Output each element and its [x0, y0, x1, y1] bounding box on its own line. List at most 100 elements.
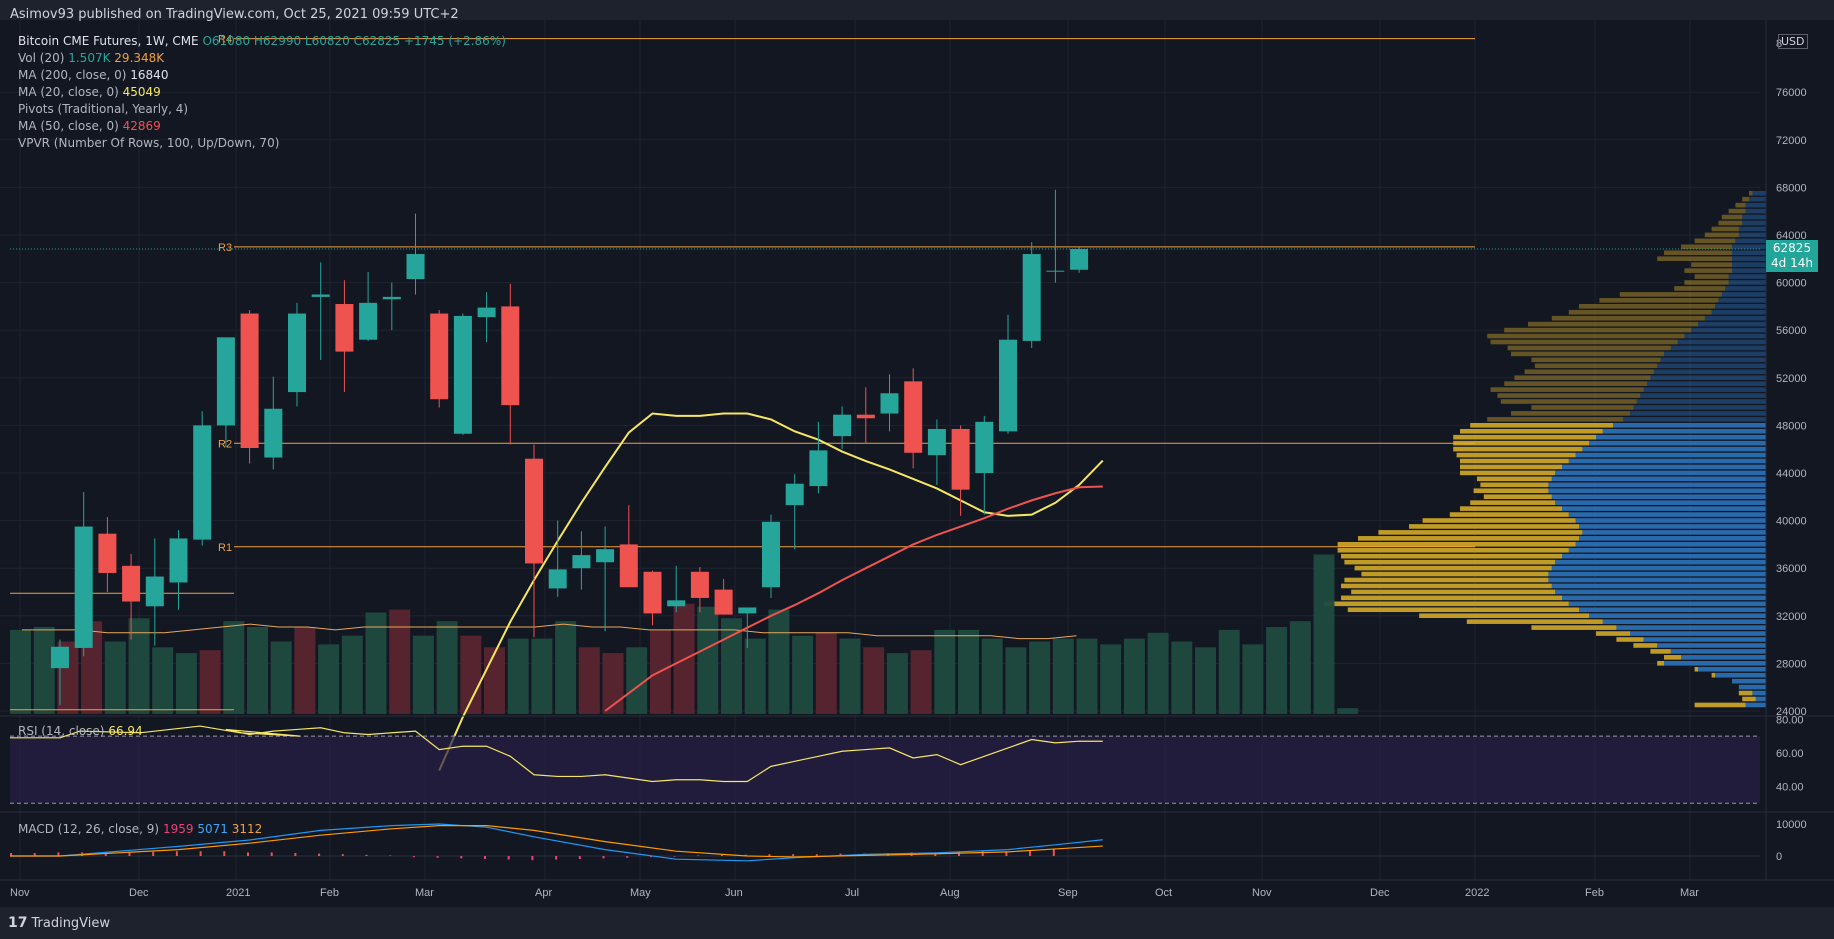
vpvr-up-bar	[1732, 262, 1766, 267]
legend-symbol[interactable]: Bitcoin CME Futures, 1W, CME O61080 H629…	[18, 34, 506, 48]
volume-bar	[531, 638, 553, 714]
volume-bar	[1076, 638, 1098, 714]
legend-volume[interactable]: Vol (20) 1.507K 29.348K	[18, 51, 165, 65]
vpvr-down-bar	[1341, 595, 1562, 601]
macd-histogram-bar	[507, 856, 510, 860]
legend-pivots[interactable]: Pivots (Traditional, Yearly, 4)	[18, 102, 189, 116]
vpvr-up-bar	[1664, 351, 1766, 357]
vpvr-up-bar	[1582, 530, 1766, 535]
vpvr-up-bar	[1643, 387, 1766, 392]
pivot-label-R1: R1	[218, 542, 232, 554]
vpvr-down-bar	[1409, 524, 1579, 529]
candle-body	[643, 571, 662, 614]
macd-histogram-bar	[128, 851, 131, 856]
vpvr-down-bar	[1694, 702, 1746, 708]
candle-body	[762, 521, 780, 588]
price-tick-label: 52000	[1776, 373, 1807, 385]
vpvr-up-bar	[1568, 547, 1766, 553]
vpvr-down-bar	[1470, 500, 1556, 505]
vpvr-up-bar	[1698, 321, 1766, 327]
candle-body	[856, 414, 875, 419]
vpvr-down-bar	[1616, 637, 1644, 642]
time-tick-label: Dec	[1370, 887, 1390, 899]
vpvr-up-bar	[1602, 619, 1766, 624]
vpvr-down-bar	[1483, 494, 1552, 499]
time-tick-label: Feb	[320, 887, 339, 899]
volume-bar	[958, 629, 979, 714]
volume-bar	[10, 629, 31, 714]
tradingview-footer[interactable]: 17 TradingView	[8, 915, 111, 931]
macd-legend[interactable]: MACD (12, 26, close, 9) 1959 5071 3112	[18, 822, 263, 836]
volume-bar	[294, 627, 316, 714]
volume-bar	[247, 627, 268, 714]
vpvr-down-bar	[1664, 250, 1732, 256]
volume-bar	[839, 638, 861, 714]
candle-body	[951, 428, 970, 490]
vpvr-down-bar	[1534, 363, 1658, 369]
candles	[51, 189, 1089, 706]
macd-histogram-bar	[531, 856, 534, 861]
volume-bar	[1195, 647, 1216, 714]
macd-signal-line	[10, 824, 1103, 858]
time-tick-label: Oct	[1155, 887, 1172, 899]
vpvr-up-bar	[1579, 607, 1766, 613]
legend-ma200[interactable]: MA (200, close, 0) 16840	[18, 68, 169, 82]
vpvr-up-bar	[1643, 637, 1766, 642]
macd-histogram-bar	[341, 854, 344, 856]
pivot-label-R4: R4	[218, 34, 232, 46]
volume-bar	[1100, 644, 1122, 714]
volume-bar	[199, 650, 221, 714]
candle-body	[1022, 254, 1041, 341]
vpvr-up-bar	[1664, 661, 1766, 666]
vpvr-down-bar	[1684, 280, 1729, 285]
vpvr-up-bar	[1657, 643, 1766, 648]
vpvr-up-bar	[1633, 405, 1766, 410]
volume-bar	[981, 638, 1003, 714]
vpvr-up-bar	[1745, 202, 1766, 208]
vpvr-down-bar	[1511, 411, 1630, 416]
volume-bar	[1005, 647, 1027, 714]
macd-histogram-bar	[247, 852, 249, 856]
candle-body	[122, 565, 141, 602]
volume-bar	[33, 627, 55, 714]
price-tick-label: 32000	[1776, 611, 1807, 623]
rsi-legend[interactable]: RSI (14, close) 66.94	[18, 724, 143, 738]
candle-body	[501, 306, 520, 406]
vpvr-down-bar	[1354, 565, 1552, 571]
time-tick-label: Apr	[535, 887, 552, 899]
volume-bar	[768, 609, 790, 714]
macd-histogram-bar	[294, 853, 297, 856]
time-tick-label: Nov	[10, 887, 30, 899]
vpvr-down-bar	[1504, 381, 1647, 386]
macd-histogram-bar	[792, 854, 795, 856]
vpvr-up-bar	[1579, 524, 1766, 529]
legend-vpvr[interactable]: VPVR (Number Of Rows, 100, Up/Down, 70)	[18, 136, 280, 150]
vpvr-down-bar	[1500, 399, 1637, 404]
legend-ma50[interactable]: MA (50, close, 0) 42869	[18, 119, 161, 133]
macd-histogram-bar	[721, 854, 723, 856]
vpvr-down-bar	[1596, 631, 1630, 636]
vpvr-up-bar	[1636, 399, 1766, 404]
volume-bar	[744, 638, 766, 714]
price-tick-label: 72000	[1776, 135, 1807, 147]
vpvr-down-bar	[1487, 333, 1685, 339]
vpvr-down-bar	[1480, 482, 1549, 488]
vpvr-down-bar	[1742, 196, 1749, 202]
vpvr-up-bar	[1630, 411, 1766, 416]
legend-ma20[interactable]: MA (20, close, 0) 45049	[18, 85, 161, 99]
volume-ma-line	[22, 623, 1077, 640]
volume-bar	[460, 635, 482, 714]
vpvr-up-bar	[1551, 476, 1766, 482]
vpvr-down-bar	[1514, 375, 1651, 380]
vpvr-up-bar	[1715, 672, 1766, 678]
volume-bar	[886, 653, 908, 714]
price-tick-label: 24000	[1776, 706, 1807, 718]
vpvr-up-bar	[1579, 536, 1766, 541]
volume-bar	[223, 621, 245, 714]
vpvr-down-bar	[1341, 583, 1552, 589]
vpvr-up-bar	[1732, 678, 1766, 684]
macd-tick-label: 10000	[1776, 819, 1807, 831]
currency-badge[interactable]: USD	[1778, 34, 1808, 49]
pivot-lines: R3 R2 R1 R4	[10, 34, 1760, 711]
